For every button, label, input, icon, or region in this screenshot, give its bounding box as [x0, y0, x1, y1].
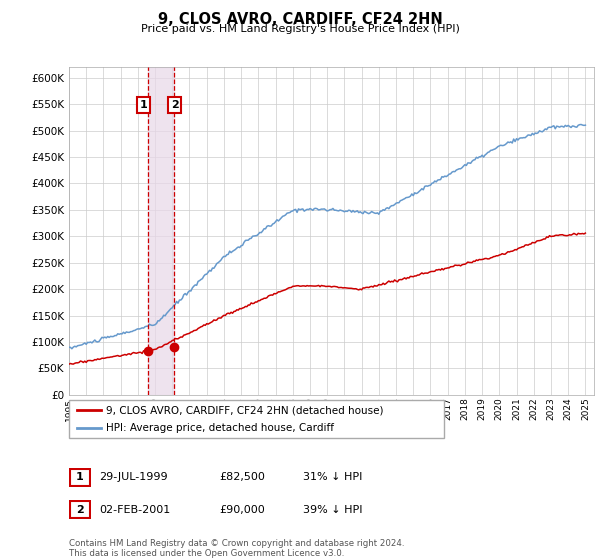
Text: HPI: Average price, detached house, Cardiff: HPI: Average price, detached house, Card… [107, 423, 335, 433]
FancyBboxPatch shape [70, 469, 89, 486]
Text: 02-FEB-2001: 02-FEB-2001 [99, 505, 170, 515]
Text: 29-JUL-1999: 29-JUL-1999 [99, 472, 167, 482]
Text: 39% ↓ HPI: 39% ↓ HPI [303, 505, 362, 515]
Text: 2: 2 [171, 100, 179, 110]
FancyBboxPatch shape [70, 501, 89, 518]
Bar [148, 67, 174, 395]
Text: 1: 1 [140, 100, 148, 110]
Text: 1: 1 [76, 472, 83, 482]
Text: Price paid vs. HM Land Registry's House Price Index (HPI): Price paid vs. HM Land Registry's House … [140, 24, 460, 34]
Text: £82,500: £82,500 [219, 472, 265, 482]
Text: 31% ↓ HPI: 31% ↓ HPI [303, 472, 362, 482]
Text: 9, CLOS AVRO, CARDIFF, CF24 2HN: 9, CLOS AVRO, CARDIFF, CF24 2HN [158, 12, 442, 27]
Text: £90,000: £90,000 [219, 505, 265, 515]
Text: 9, CLOS AVRO, CARDIFF, CF24 2HN (detached house): 9, CLOS AVRO, CARDIFF, CF24 2HN (detache… [107, 405, 384, 415]
Text: Contains HM Land Registry data © Crown copyright and database right 2024.
This d: Contains HM Land Registry data © Crown c… [69, 539, 404, 558]
FancyBboxPatch shape [69, 400, 444, 438]
Text: 2: 2 [76, 505, 83, 515]
